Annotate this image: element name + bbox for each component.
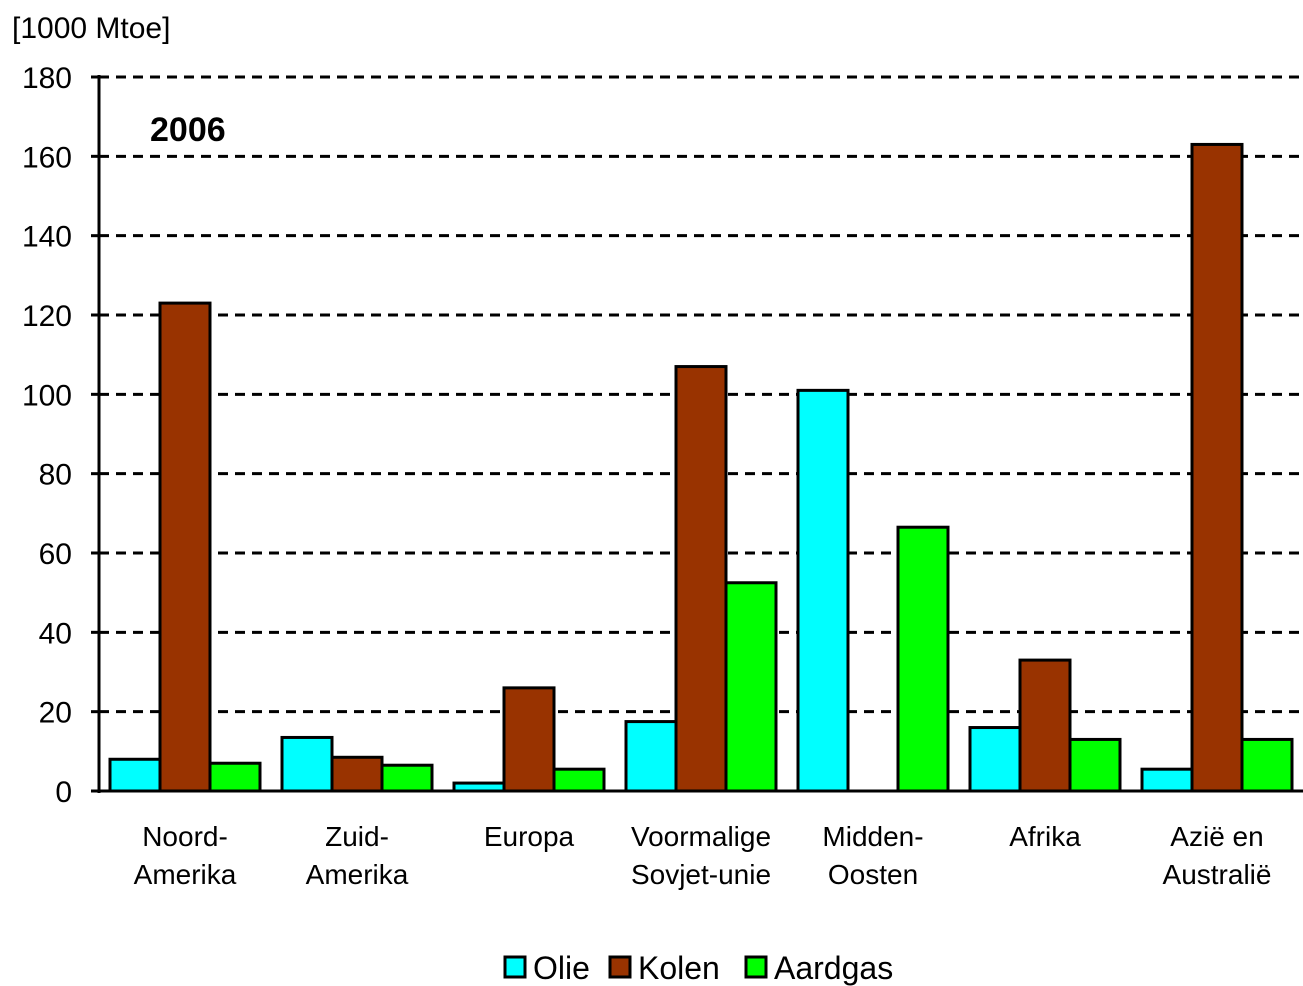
y-tick-label: 60	[39, 538, 72, 571]
y-tick-label: 120	[22, 300, 72, 333]
category-labels: Noord-Amerika Zuid-Amerika Europa Voormalig…	[134, 821, 1272, 890]
bar-kolen-2	[502, 686, 556, 793]
bar-olie-5	[968, 726, 1022, 793]
bar-aardgas-0	[208, 761, 262, 793]
bar-aardgas-6	[1240, 737, 1294, 793]
year-annotation: 2006	[150, 111, 226, 149]
bar-olie-4	[796, 388, 850, 793]
y-tick-labels: 0 20 40 60 80 100 120 140 160 180	[22, 62, 72, 809]
y-tick-label: 0	[55, 776, 72, 809]
bar-kolen-6	[1190, 142, 1244, 793]
bar-aardgas-3	[724, 581, 778, 793]
legend-label-olie: Olie	[533, 950, 590, 986]
bar-aardgas-1	[380, 763, 434, 793]
legend: Olie Kolen Aardgas	[503, 950, 893, 986]
axes-layer	[91, 75, 1303, 793]
y-tick-label: 180	[22, 62, 72, 95]
bar-olie-6	[1140, 767, 1194, 793]
y-tick-label: 160	[22, 141, 72, 174]
category-label: Europa	[484, 821, 575, 852]
bars-layer	[108, 142, 1294, 793]
category-label: Zuid-Amerika	[306, 821, 409, 890]
legend-swatch-kolen	[608, 955, 632, 979]
bar-aardgas-4	[896, 525, 950, 793]
category-label: Afrika	[1009, 821, 1081, 852]
bar-olie-3	[624, 720, 678, 793]
bar-kolen-5	[1018, 658, 1072, 793]
category-label: Azië en Australië	[1163, 821, 1272, 890]
y-tick-label: 100	[22, 379, 72, 412]
legend-label-kolen: Kolen	[638, 950, 720, 986]
bar-kolen-3	[674, 365, 728, 793]
category-label: Midden-Oosten	[822, 821, 923, 890]
legend-label-aardgas: Aardgas	[774, 950, 893, 986]
legend-swatch-aardgas	[744, 955, 768, 979]
bar-kolen-0	[158, 301, 212, 793]
category-label: Voormalige Sovjet-unie	[631, 821, 771, 890]
category-label: Noord-Amerika	[134, 821, 237, 890]
legend-swatch-olie	[503, 955, 527, 979]
bar-kolen-1	[330, 755, 384, 793]
bar-aardgas-2	[552, 767, 606, 793]
bar-olie-0	[108, 757, 162, 793]
y-axis-unit-label: [1000 Mtoe]	[12, 12, 170, 45]
y-tick-label: 20	[39, 697, 72, 730]
y-tick-label: 40	[39, 617, 72, 650]
y-tick-label: 140	[22, 221, 72, 254]
bar-aardgas-5	[1068, 737, 1122, 793]
y-tick-label: 80	[39, 459, 72, 492]
bar-olie-1	[280, 735, 334, 793]
